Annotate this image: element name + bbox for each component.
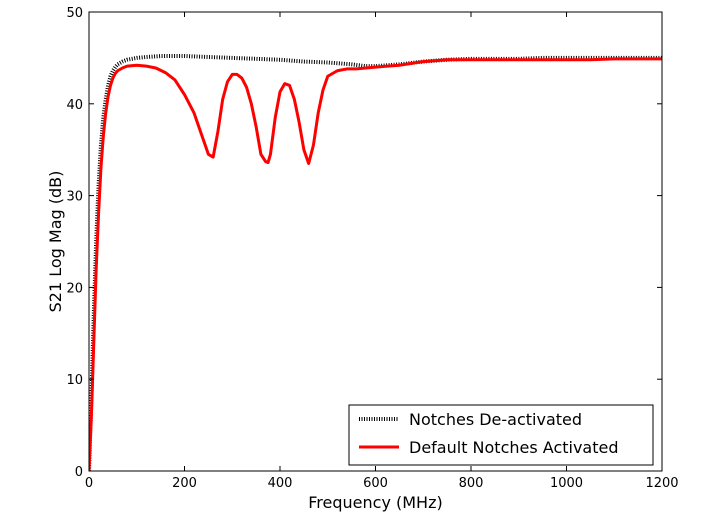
legend-label-2: Default Notches Activated [409, 438, 619, 457]
axes: 0 200 400 600 800 1000 1200 0 10 20 30 40 50 [66, 6, 678, 491]
x-axis-label: Frequency (MHz) [308, 493, 442, 512]
legend-box [348, 404, 654, 466]
series-line-2 [89, 57, 662, 471]
plot-area [89, 54, 662, 471]
y-tick-label: 50 [66, 6, 83, 21]
x-tick-label: 0 [85, 476, 93, 491]
y-tick-label: 40 [66, 98, 83, 113]
x-tick-label: 400 [268, 476, 293, 491]
x-tick-label: 1000 [550, 476, 583, 491]
legend: Notches De-activated Default Notches Acti… [348, 404, 654, 466]
y-tick-label: 20 [66, 281, 83, 296]
x-tick-label: 200 [172, 476, 197, 491]
y-tick-label: 10 [66, 373, 83, 388]
y-axis-label: S21 Log Mag (dB) [46, 171, 65, 313]
y-tick-label: 30 [66, 190, 83, 205]
x-tick-label: 600 [363, 476, 388, 491]
legend-label-1: Notches De-activated [409, 410, 582, 429]
y-tick-label: 0 [75, 465, 83, 480]
x-tick-label: 800 [459, 476, 484, 491]
x-tick-label: 1200 [645, 476, 678, 491]
